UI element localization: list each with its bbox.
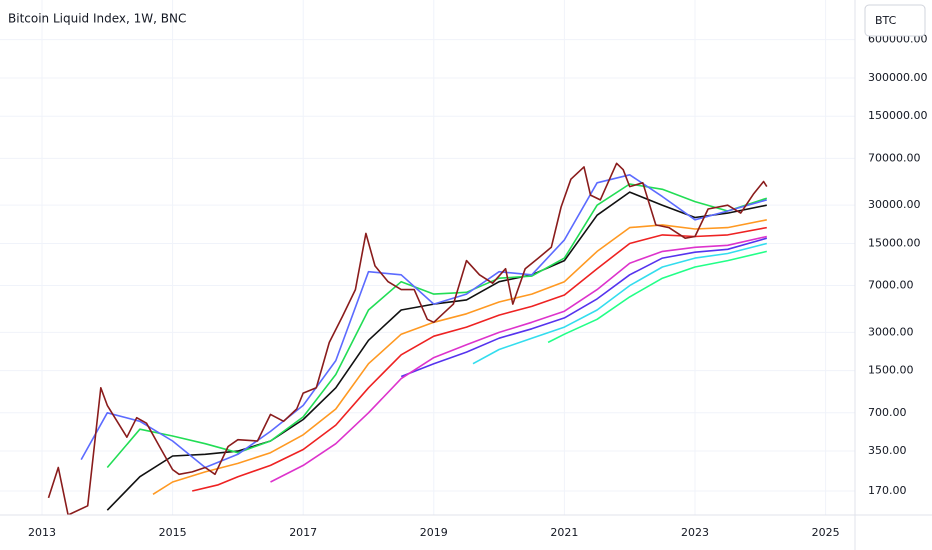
series-line [80, 174, 768, 469]
y-tick-label: 170.00 [868, 484, 907, 497]
series-line [106, 183, 768, 469]
y-tick-label: 300000.00 [868, 71, 928, 84]
x-tick-label: 2015 [159, 526, 187, 539]
y-tick-label: 70000.00 [868, 151, 921, 164]
x-tick-label: 2021 [550, 526, 578, 539]
series-line [270, 235, 767, 483]
plot-lines [47, 162, 768, 515]
y-tick-label: 700.00 [868, 406, 907, 419]
series-line [472, 242, 767, 365]
series-line [47, 162, 768, 515]
series-line [400, 237, 768, 378]
x-tick-label: 2025 [812, 526, 840, 539]
x-tick-label: 2019 [420, 526, 448, 539]
symbol-button-label[interactable]: BTC [875, 14, 897, 27]
chart-title: Bitcoin Liquid Index, 1W, BNC [8, 12, 186, 26]
symbol-button[interactable] [864, 4, 926, 37]
series-line [547, 250, 767, 344]
y-tick-label: 15000.00 [868, 236, 921, 249]
x-tick-label: 2013 [28, 526, 56, 539]
y-tick-label: 350.00 [868, 444, 907, 457]
y-tick-label: 7000.00 [868, 279, 914, 292]
y-tick-label: 1500.00 [868, 364, 914, 377]
series-line [192, 226, 767, 492]
x-tick-label: 2023 [681, 526, 709, 539]
y-tick-label: 150000.00 [868, 109, 928, 122]
y-tick-label: 3000.00 [868, 325, 914, 338]
y-tick-label: 30000.00 [868, 198, 921, 211]
x-tick-label: 2017 [289, 526, 317, 539]
